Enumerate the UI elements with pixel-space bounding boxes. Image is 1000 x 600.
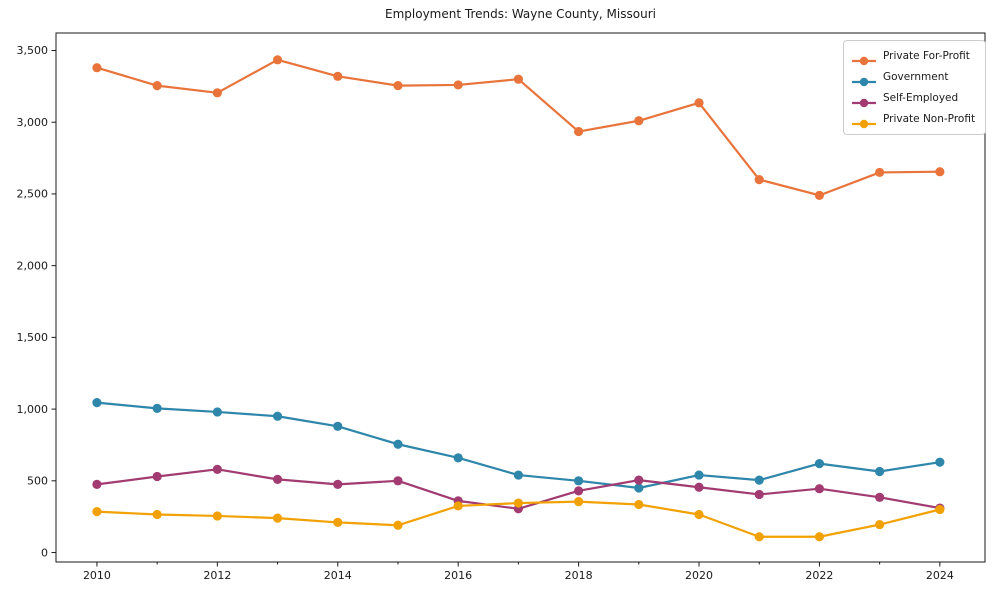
legend-marker-private-for-profit-icon xyxy=(852,51,876,66)
data-point-private-for-profit-2012 xyxy=(212,88,222,98)
data-point-private-for-profit-2017 xyxy=(513,74,523,84)
data-point-government-2022 xyxy=(814,459,825,469)
y-tick-label: 500 xyxy=(27,475,48,488)
data-point-private-non-profit-2024 xyxy=(935,504,945,515)
legend-label: Government xyxy=(883,71,949,83)
data-point-self-employed-2022 xyxy=(814,484,825,494)
data-point-private-for-profit-2016 xyxy=(453,80,463,90)
data-point-private-for-profit-2024 xyxy=(935,167,945,177)
data-point-private-non-profit-2011 xyxy=(152,509,162,520)
data-point-government-2017 xyxy=(513,470,523,480)
data-point-private-non-profit-2014 xyxy=(333,517,343,528)
data-point-private-non-profit-2010 xyxy=(92,507,102,517)
legend-marker-self-employed-icon xyxy=(852,93,876,108)
data-point-private-non-profit-2021 xyxy=(754,532,764,542)
data-point-private-for-profit-2021 xyxy=(754,174,764,185)
x-tick-label: 2020 xyxy=(685,569,713,582)
x-tick-label: 2022 xyxy=(805,569,833,582)
x-tick-label: 2024 xyxy=(926,569,954,582)
data-point-self-employed-2023 xyxy=(875,492,885,502)
data-point-private-non-profit-2015 xyxy=(393,520,403,530)
data-point-private-non-profit-2017 xyxy=(513,498,523,508)
data-point-self-employed-2019 xyxy=(634,475,644,485)
x-tick-label: 2014 xyxy=(324,569,352,582)
data-point-government-2010 xyxy=(92,398,102,408)
data-point-government-2020 xyxy=(694,470,704,480)
data-point-government-2021 xyxy=(754,475,764,485)
legend: Private For-Profit Government Self-Employe… xyxy=(843,40,987,135)
y-tick-label: 2,000 xyxy=(17,259,49,272)
y-tick-label: 1,500 xyxy=(17,331,49,344)
legend-item-private-for-profit: Private For-Profit xyxy=(852,48,975,66)
data-point-private-for-profit-2020 xyxy=(694,98,704,108)
plot-box xyxy=(55,32,986,563)
x-tick-label: 2012 xyxy=(203,569,231,582)
data-point-private-for-profit-2010 xyxy=(92,63,102,73)
legend-item-self-employed: Self-Employed xyxy=(852,90,975,108)
data-point-private-for-profit-2011 xyxy=(152,81,162,91)
legend-marker-government-icon xyxy=(852,72,876,87)
data-point-self-employed-2013 xyxy=(272,474,283,484)
data-point-self-employed-2021 xyxy=(754,489,764,500)
data-point-self-employed-2020 xyxy=(694,482,704,492)
y-tick-label: 1,000 xyxy=(17,403,49,416)
data-point-private-non-profit-2016 xyxy=(453,501,463,511)
data-point-government-2015 xyxy=(393,439,403,449)
y-tick-label: 3,000 xyxy=(17,116,49,129)
data-point-government-2011 xyxy=(152,403,162,413)
data-point-private-for-profit-2014 xyxy=(333,71,343,81)
data-point-government-2012 xyxy=(212,407,222,417)
legend-marker-private-non-profit-icon xyxy=(852,114,876,129)
data-point-private-for-profit-2019 xyxy=(634,116,644,126)
data-point-self-employed-2010 xyxy=(92,479,102,489)
data-point-private-non-profit-2018 xyxy=(574,497,584,507)
data-point-private-for-profit-2023 xyxy=(875,167,885,178)
data-point-government-2024 xyxy=(935,457,945,467)
data-point-government-2023 xyxy=(875,466,885,477)
data-point-government-2018 xyxy=(574,476,584,486)
x-tick-label: 2018 xyxy=(565,569,593,582)
data-point-private-for-profit-2022 xyxy=(814,190,825,200)
data-point-government-2016 xyxy=(453,453,463,463)
data-point-private-for-profit-2015 xyxy=(393,81,403,91)
data-point-private-for-profit-2018 xyxy=(574,126,584,137)
data-point-private-non-profit-2022 xyxy=(814,532,825,542)
legend-item-government: Government xyxy=(852,69,975,87)
data-point-self-employed-2014 xyxy=(333,479,343,489)
y-tick-label: 3,500 xyxy=(17,44,49,57)
legend-label: Self-Employed xyxy=(883,92,959,104)
y-tick-label: 2,500 xyxy=(17,188,49,201)
data-point-self-employed-2015 xyxy=(393,476,403,486)
legend-item-private-non-profit: Private Non-Profit xyxy=(852,111,976,129)
data-point-government-2013 xyxy=(272,411,283,421)
data-point-private-non-profit-2019 xyxy=(634,499,644,510)
data-point-private-non-profit-2013 xyxy=(272,513,283,523)
data-point-government-2019 xyxy=(634,483,644,493)
data-point-self-employed-2018 xyxy=(574,486,584,496)
legend-label: Private Non-Profit xyxy=(883,113,976,125)
data-point-private-for-profit-2013 xyxy=(272,55,283,65)
data-point-private-non-profit-2012 xyxy=(212,511,222,521)
legend-label: Private For-Profit xyxy=(883,50,970,62)
x-tick-label: 2010 xyxy=(83,569,111,582)
data-point-self-employed-2012 xyxy=(212,464,222,474)
data-point-self-employed-2011 xyxy=(152,471,162,482)
data-point-government-2014 xyxy=(333,421,343,431)
y-tick-label: 0 xyxy=(41,546,48,559)
x-tick-label: 2016 xyxy=(444,569,472,582)
data-point-private-non-profit-2020 xyxy=(694,509,704,520)
chart-title: Employment Trends: Wayne County, Missour… xyxy=(385,7,656,21)
data-point-private-non-profit-2023 xyxy=(875,519,885,530)
